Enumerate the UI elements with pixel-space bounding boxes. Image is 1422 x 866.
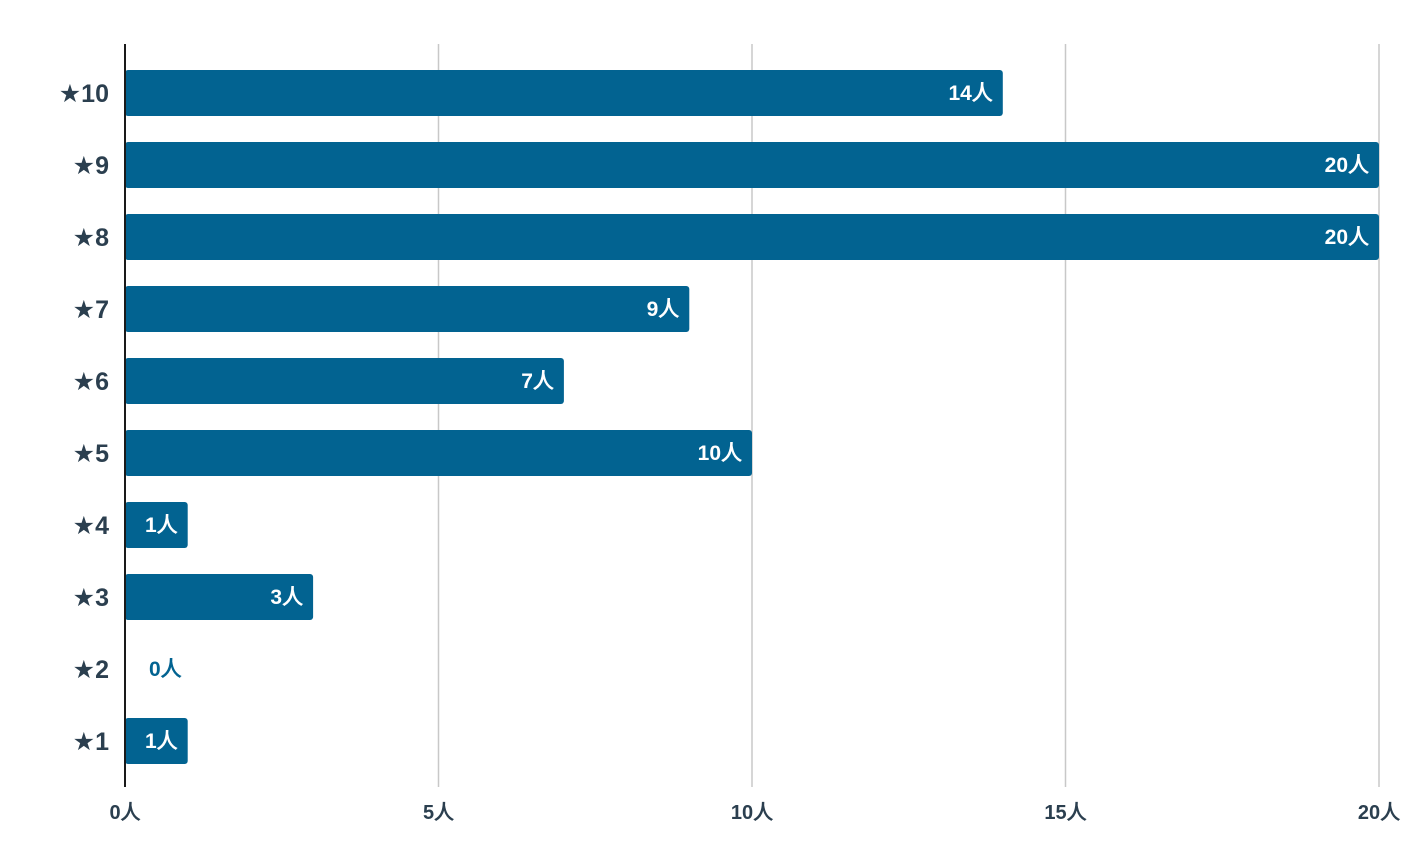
data-label: 9人 (647, 298, 680, 321)
category-label: ★10 (59, 80, 109, 108)
x-tick-label: 0人 (109, 801, 141, 824)
data-label: 20人 (1325, 154, 1369, 177)
category-label: ★4 (73, 512, 109, 540)
category-label: ★2 (73, 656, 109, 684)
category-label: ★6 (73, 368, 109, 396)
bar (125, 430, 752, 476)
x-tick-label: 15人 (1044, 801, 1087, 824)
category-label: ★1 (73, 728, 109, 756)
data-label: 1人 (145, 514, 178, 537)
category-label: ★8 (73, 224, 109, 252)
bar (125, 214, 1379, 260)
bar (125, 286, 690, 332)
data-label: 20人 (1325, 226, 1369, 249)
bars (125, 70, 1379, 764)
data-label: 0人 (149, 658, 182, 681)
data-label: 14人 (948, 82, 992, 105)
x-tick-label: 10人 (731, 801, 774, 824)
data-label: 1人 (145, 730, 178, 753)
category-label: ★9 (73, 152, 109, 180)
labels: 0人 5人 10人 15人 20人 ★10 14人 ★9 20人 ★8 20人 ★7 9人 ★6 7人 ★5 1… (59, 80, 1401, 824)
data-label: 7人 (521, 370, 554, 393)
x-tick-label: 5人 (423, 801, 455, 824)
bar (125, 142, 1379, 188)
data-label: 3人 (270, 586, 303, 609)
category-label: ★3 (73, 584, 109, 612)
bar (125, 358, 564, 404)
data-label: 10人 (698, 442, 742, 465)
bar (125, 718, 188, 764)
category-label: ★7 (73, 296, 109, 324)
bar (125, 574, 314, 620)
x-tick-label: 20人 (1358, 801, 1401, 824)
bar (125, 70, 1003, 116)
category-label: ★5 (73, 440, 109, 468)
bar (125, 502, 188, 548)
